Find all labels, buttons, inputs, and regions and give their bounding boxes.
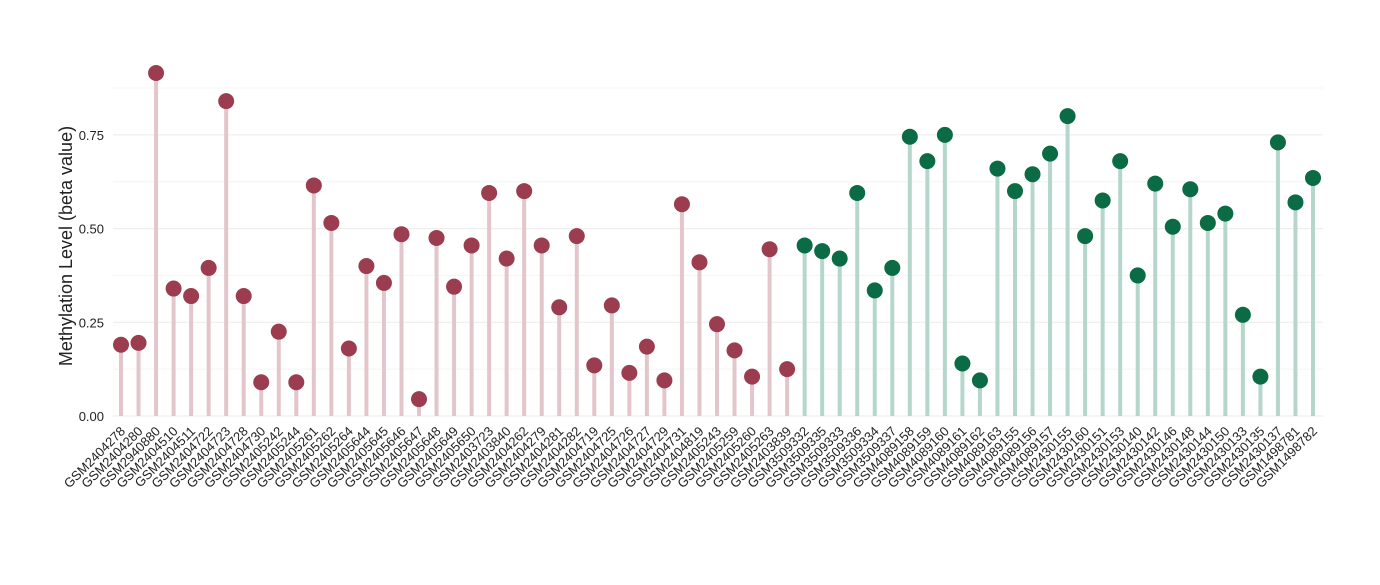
- dot: [393, 226, 410, 243]
- dot: [936, 126, 953, 143]
- dot: [568, 228, 585, 245]
- dot: [884, 259, 901, 276]
- dot: [270, 323, 287, 340]
- dot: [586, 357, 603, 374]
- dot: [638, 338, 655, 355]
- dot: [849, 184, 866, 201]
- dot: [481, 184, 498, 201]
- dot: [288, 374, 305, 391]
- dot: [1234, 306, 1251, 323]
- dot: [113, 336, 129, 353]
- dot: [919, 153, 936, 170]
- dot: [1024, 166, 1041, 183]
- dot: [1129, 267, 1146, 284]
- dot: [673, 196, 690, 213]
- dot: [428, 229, 445, 246]
- dot: [516, 183, 533, 200]
- y-tick-label: 0.25: [79, 315, 104, 330]
- dot: [1059, 108, 1076, 125]
- y-tick-label: 0.50: [79, 222, 104, 237]
- dot: [656, 372, 673, 389]
- dot: [1199, 214, 1216, 231]
- dot: [1269, 134, 1286, 151]
- dot: [305, 177, 322, 194]
- dot: [235, 288, 252, 305]
- dot: [989, 160, 1006, 177]
- dot: [375, 274, 392, 291]
- dot: [323, 214, 340, 231]
- y-axis-label: Methylation Level (beta value): [56, 126, 76, 366]
- dot: [1182, 181, 1199, 198]
- dot: [726, 342, 743, 359]
- y-tick-label: 0.00: [79, 409, 104, 424]
- dot: [1094, 192, 1111, 209]
- dot: [183, 288, 200, 305]
- dot: [901, 128, 918, 145]
- dot: [1077, 228, 1094, 245]
- dot: [148, 65, 165, 82]
- dot: [691, 254, 708, 271]
- dot: [533, 237, 550, 254]
- dot: [340, 340, 357, 357]
- dot: [1252, 368, 1269, 385]
- dot: [1217, 205, 1234, 222]
- dot: [446, 278, 463, 295]
- y-tick-label: 0.75: [79, 128, 104, 143]
- dot: [796, 237, 813, 254]
- dot: [200, 259, 217, 276]
- dot: [1305, 169, 1321, 186]
- dot: [779, 361, 796, 378]
- dot: [130, 334, 147, 351]
- dot: [866, 282, 883, 299]
- dot: [165, 280, 182, 297]
- dot: [814, 243, 831, 260]
- dot: [358, 258, 375, 275]
- dot: [831, 250, 848, 267]
- dot: [603, 297, 620, 314]
- dot: [709, 316, 725, 333]
- dot: [1287, 194, 1304, 211]
- dot: [761, 241, 778, 258]
- dot: [1042, 145, 1059, 162]
- dot: [253, 374, 270, 391]
- dot: [1112, 153, 1129, 170]
- dot: [463, 237, 480, 254]
- dot: [954, 355, 971, 372]
- dot: [971, 372, 988, 389]
- dot: [218, 93, 235, 110]
- dot: [1007, 183, 1023, 200]
- dot: [744, 368, 761, 385]
- dot: [498, 250, 515, 267]
- dot: [411, 391, 427, 408]
- dot: [551, 299, 568, 316]
- dot: [1164, 218, 1181, 235]
- dot: [621, 364, 638, 381]
- dot: [1147, 175, 1164, 192]
